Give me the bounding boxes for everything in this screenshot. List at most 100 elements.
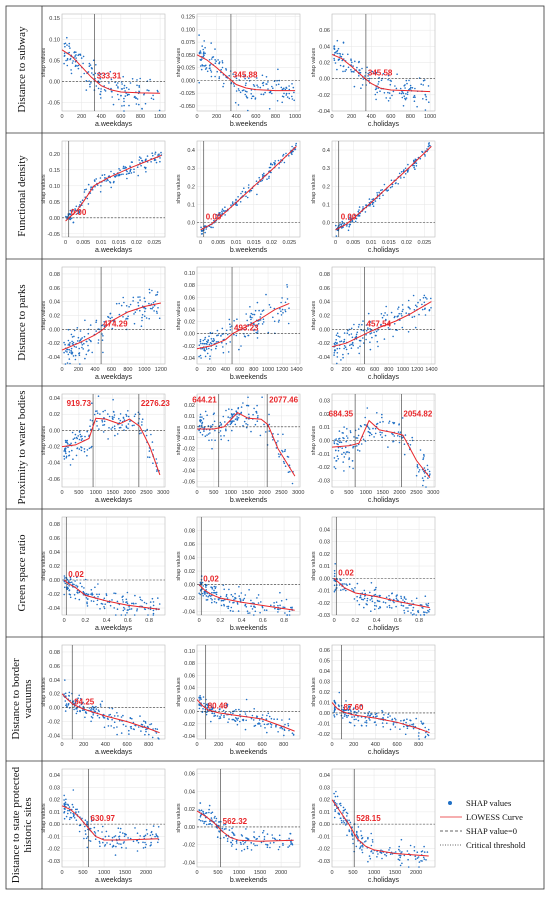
shap-point: [350, 69, 352, 71]
plot-frame: [196, 516, 301, 616]
y-tick-label: -0.02: [317, 465, 330, 471]
shap-point: [133, 313, 135, 315]
shap-point: [200, 419, 203, 422]
shap-point: [104, 324, 106, 327]
shap-point: [99, 705, 102, 707]
shap-point: [112, 410, 115, 413]
shap-point: [209, 69, 212, 71]
shap-point: [63, 43, 66, 45]
shap-point: [350, 59, 352, 62]
shap-point: [87, 183, 90, 186]
shap-point: [140, 730, 142, 732]
shap-point: [424, 736, 427, 739]
shap-point: [152, 728, 154, 730]
shap-point: [90, 600, 93, 602]
y-tick-label: -0.02: [182, 596, 195, 602]
shap-point: [411, 87, 414, 89]
shap-point: [354, 587, 356, 589]
shap-point: [87, 598, 89, 600]
shap-point: [373, 589, 376, 591]
panel-5-1: 0 200 400 600 800-0.04-0.020.000.020.040.060…: [176, 644, 301, 756]
shap-point: [65, 59, 67, 62]
shap-point: [346, 716, 348, 718]
shap-point: [99, 608, 101, 610]
shap-point: [111, 426, 114, 429]
shap-point: [429, 473, 431, 475]
x-tick-label: 600: [251, 114, 260, 120]
shap-point: [220, 438, 222, 441]
shap-point: [266, 731, 268, 734]
shap-point: [125, 425, 128, 428]
shap-point: [334, 439, 336, 441]
shap-point: [203, 702, 205, 705]
shap-point: [374, 713, 377, 716]
shap-point: [365, 840, 367, 842]
shap-point: [261, 396, 263, 399]
shap-point: [235, 334, 238, 337]
shap-point: [269, 846, 271, 849]
shap-point: [279, 604, 281, 607]
shap-point: [81, 344, 84, 346]
shap-point: [73, 345, 76, 348]
shap-point: [208, 59, 211, 61]
shap-point: [86, 602, 88, 605]
shap-point: [393, 601, 395, 604]
shap-point: [63, 593, 65, 596]
shap-point: [78, 438, 81, 441]
shap-point: [291, 153, 293, 156]
shap-point: [365, 725, 368, 727]
shap-point: [123, 419, 126, 421]
shap-point: [156, 462, 158, 464]
shap-point: [126, 612, 128, 614]
shap-point: [100, 97, 102, 99]
shap-point: [127, 415, 130, 418]
shap-point: [211, 599, 213, 601]
shap-point: [232, 595, 234, 598]
shap-point: [202, 48, 204, 51]
shap-point: [361, 724, 363, 727]
shap-point: [396, 73, 398, 75]
shap-point: [265, 76, 268, 78]
shap-point: [150, 841, 152, 844]
plot-frame: [196, 266, 301, 365]
x-tick-label: 0.01: [231, 240, 242, 246]
y-axis-label: shap values: [176, 551, 182, 581]
shap-point: [125, 847, 127, 849]
shap-point: [379, 851, 382, 853]
shap-point: [70, 352, 73, 355]
y-tick-label: 0.08: [49, 272, 60, 278]
shap-point: [204, 52, 206, 55]
shap-point: [67, 703, 70, 705]
shap-point: [371, 839, 374, 841]
shap-point: [257, 415, 259, 417]
shap-point: [376, 412, 378, 414]
shap-point: [138, 86, 141, 88]
row-label: Green space ratio: [16, 534, 28, 611]
shap-point: [99, 78, 102, 80]
shap-points: [198, 695, 295, 737]
shap-point: [66, 351, 68, 353]
shap-point: [333, 590, 336, 593]
row-label-group: Distance to border vacuums: [10, 658, 34, 740]
shap-point: [244, 711, 246, 713]
shap-point: [76, 447, 78, 450]
shap-point: [421, 150, 423, 153]
shap-point: [215, 586, 217, 588]
shap-point: [339, 336, 341, 338]
shap-point: [291, 145, 293, 148]
shap-point: [107, 179, 109, 182]
y-tick-label: 0.3: [322, 166, 330, 172]
shap-point: [241, 190, 244, 193]
shap-point: [350, 333, 353, 335]
shap-point: [375, 334, 377, 337]
shap-point: [423, 153, 426, 156]
y-axis-label: shap values: [41, 48, 47, 78]
shap-point: [139, 296, 141, 298]
shap-point: [65, 704, 67, 707]
shap-point: [349, 709, 352, 711]
shap-point: [157, 737, 159, 739]
x-tick-label: 200: [349, 742, 358, 748]
shap-point: [233, 320, 235, 322]
shap-point: [103, 597, 106, 600]
shap-point: [395, 595, 398, 597]
